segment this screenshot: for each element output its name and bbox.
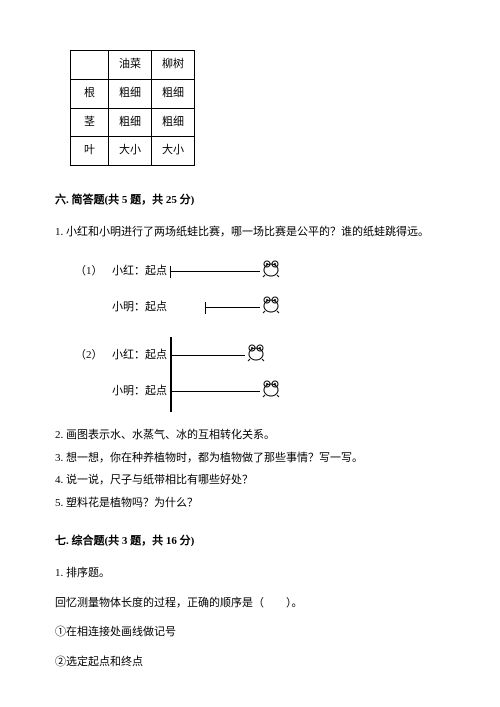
diagram-group-1-label: （1） (75, 262, 105, 282)
question-7-1-desc: 回忆测量物体长度的过程，正确的顺序是（ ）。 (55, 594, 445, 614)
race-line (170, 355, 245, 356)
race-line (170, 391, 260, 392)
table-cell: 茎 (71, 108, 109, 137)
question-7-1-title: 1. 排序题。 (55, 564, 445, 584)
comparison-table: 油菜 柳树 根 粗细 粗细 茎 粗细 粗细 叶 大小 大小 (70, 50, 195, 166)
diagram-ming-label: 小明：起点 (105, 382, 170, 402)
table-header-row: 油菜 柳树 (71, 51, 195, 80)
section-6-heading: 六. 简答题(共 5 题，共 25 分) (55, 191, 445, 211)
question-6-2: 2. 画图表示水、水蒸气、冰的互相转化关系。 (55, 426, 445, 446)
race-line (170, 271, 260, 272)
race-diagram-1: （1） 小红：起点 小明：起点 (75, 258, 445, 322)
option-1: ①在相连接处画线做记号 (55, 623, 445, 643)
table-cell (71, 51, 109, 80)
race-line (205, 307, 260, 308)
section-7-heading: 七. 综合题(共 3 题，共 16 分) (55, 532, 445, 552)
option-2: ②选定起点和终点 (55, 653, 445, 673)
table-cell: 大小 (109, 137, 152, 166)
frog-icon (245, 342, 267, 370)
table-row: 根 粗细 粗细 (71, 79, 195, 108)
table-cell: 柳树 (152, 51, 195, 80)
table-cell: 大小 (152, 137, 195, 166)
diagram-ming-label: 小明：起点 (105, 298, 170, 318)
question-6-3: 3. 想一想，你在种养植物时，都为植物做了那些事情？写一写。 (55, 449, 445, 469)
frog-icon (260, 258, 282, 286)
frog-icon (260, 378, 282, 406)
table-row: 茎 粗细 粗细 (71, 108, 195, 137)
frog-icon (260, 294, 282, 322)
table-cell: 粗细 (109, 108, 152, 137)
race-diagram-2: （2） 小红：起点 小明：起点 (75, 342, 445, 406)
table-cell: 根 (71, 79, 109, 108)
diagram-group-2-label: （2） (75, 346, 105, 366)
start-line-vertical (170, 337, 172, 412)
table-cell: 粗细 (152, 79, 195, 108)
diagram-red-label: 小红：起点 (105, 262, 170, 282)
question-6-4: 4. 说一说，尺子与纸带相比有哪些好处？ (55, 471, 445, 491)
diagram-red-label: 小红：起点 (105, 346, 170, 366)
table-cell: 叶 (71, 137, 109, 166)
question-list: 2. 画图表示水、水蒸气、冰的互相转化关系。 3. 想一想，你在种养植物时，都为… (55, 426, 445, 514)
table-row: 叶 大小 大小 (71, 137, 195, 166)
question-6-1: 1. 小红和小明进行了两场纸蛙比赛，哪一场比赛是公平的？谁的纸蛙跳得远。 (55, 223, 445, 243)
table-cell: 粗细 (109, 79, 152, 108)
question-6-5: 5. 塑料花是植物吗？为什么？ (55, 494, 445, 514)
table-cell: 油菜 (109, 51, 152, 80)
table-cell: 粗细 (152, 108, 195, 137)
